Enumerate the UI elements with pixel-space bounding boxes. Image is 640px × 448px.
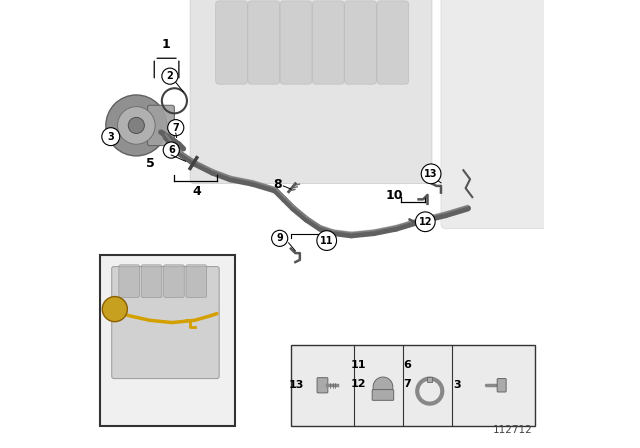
Bar bbox=[291, 345, 535, 426]
Circle shape bbox=[168, 120, 184, 136]
Text: 3: 3 bbox=[108, 132, 114, 142]
Text: 11: 11 bbox=[351, 360, 366, 370]
Circle shape bbox=[102, 128, 120, 146]
FancyBboxPatch shape bbox=[497, 379, 506, 392]
FancyBboxPatch shape bbox=[119, 265, 140, 297]
Text: 13: 13 bbox=[289, 380, 304, 390]
FancyBboxPatch shape bbox=[441, 0, 548, 228]
Bar bbox=[100, 255, 235, 426]
Text: 7: 7 bbox=[172, 123, 179, 133]
Circle shape bbox=[163, 142, 179, 158]
Text: 6: 6 bbox=[403, 360, 412, 370]
Text: 4: 4 bbox=[193, 185, 201, 198]
FancyBboxPatch shape bbox=[377, 1, 409, 84]
FancyBboxPatch shape bbox=[344, 1, 376, 84]
Circle shape bbox=[317, 231, 337, 250]
Text: 10: 10 bbox=[385, 189, 403, 202]
Text: 11: 11 bbox=[320, 236, 333, 246]
FancyBboxPatch shape bbox=[148, 105, 174, 146]
FancyBboxPatch shape bbox=[317, 378, 328, 393]
Text: 8: 8 bbox=[273, 178, 282, 191]
FancyBboxPatch shape bbox=[186, 265, 207, 297]
Text: 2: 2 bbox=[166, 71, 173, 81]
Text: 9: 9 bbox=[276, 233, 283, 243]
FancyBboxPatch shape bbox=[248, 1, 280, 84]
Text: 1: 1 bbox=[161, 38, 170, 52]
Text: 12: 12 bbox=[351, 379, 366, 389]
Bar bbox=[427, 377, 433, 382]
Text: 12: 12 bbox=[419, 217, 432, 227]
Circle shape bbox=[162, 68, 178, 84]
Text: 5: 5 bbox=[147, 157, 155, 170]
Text: 7: 7 bbox=[403, 379, 412, 389]
Circle shape bbox=[415, 212, 435, 232]
Circle shape bbox=[421, 164, 441, 184]
Text: 112712: 112712 bbox=[493, 425, 533, 435]
FancyBboxPatch shape bbox=[280, 1, 312, 84]
FancyBboxPatch shape bbox=[190, 0, 432, 184]
Text: 13: 13 bbox=[424, 169, 438, 179]
Circle shape bbox=[373, 377, 393, 397]
Circle shape bbox=[118, 107, 155, 144]
Text: 6: 6 bbox=[168, 145, 175, 155]
FancyBboxPatch shape bbox=[372, 390, 394, 401]
Text: 3: 3 bbox=[453, 380, 460, 390]
Circle shape bbox=[271, 230, 288, 246]
FancyBboxPatch shape bbox=[141, 265, 162, 297]
Circle shape bbox=[106, 95, 167, 156]
FancyBboxPatch shape bbox=[216, 1, 248, 84]
Circle shape bbox=[102, 297, 127, 322]
FancyBboxPatch shape bbox=[112, 267, 220, 379]
FancyBboxPatch shape bbox=[164, 265, 184, 297]
Circle shape bbox=[128, 117, 145, 134]
FancyBboxPatch shape bbox=[312, 1, 344, 84]
